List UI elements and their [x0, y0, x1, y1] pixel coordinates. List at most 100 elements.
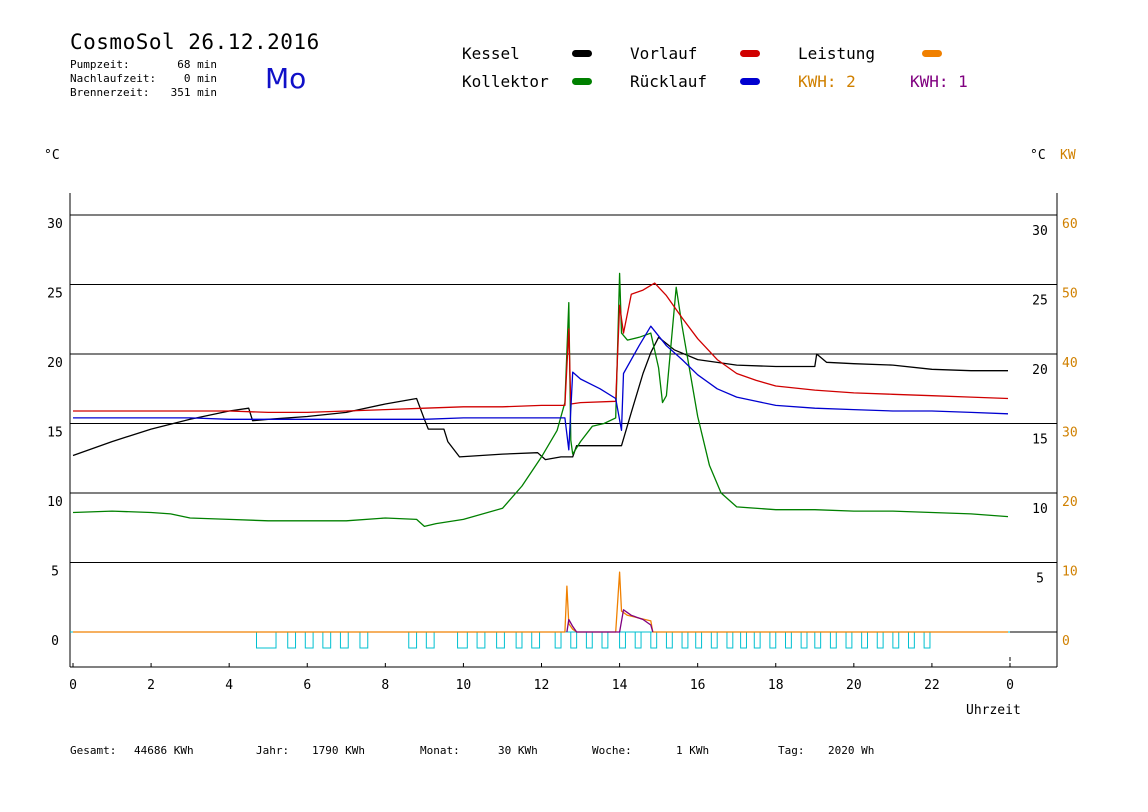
y-right-kw-tick-label: 60: [1062, 217, 1078, 232]
legend-kollektor-label: Kollektor: [462, 72, 549, 91]
pump-interval: [457, 631, 468, 649]
x-tick-label: 16: [690, 678, 706, 693]
x-tick-label: 20: [846, 678, 862, 693]
x-tick-label: 0: [1006, 678, 1014, 693]
series-line-kollektor: [72, 272, 1009, 528]
y-right-kw-tick-label: 30: [1062, 426, 1078, 441]
x-tick-label: 6: [303, 678, 311, 693]
pump-interval: [515, 631, 523, 649]
footer-monat-label: Monat:: [420, 744, 460, 757]
left-axis-unit: °C: [44, 148, 60, 163]
y-right-c-tick-label: 10: [1032, 502, 1048, 517]
pump-interval: [619, 631, 626, 649]
pump-interval: [359, 631, 369, 649]
series-line-kessel: [72, 336, 1008, 461]
footer-tag-label: Tag:: [778, 744, 805, 757]
brennerzeit-value: 351 min: [170, 86, 217, 99]
y-left-tick-label: 10: [47, 495, 63, 510]
pump-interval: [695, 631, 703, 649]
pump-interval: [554, 631, 562, 649]
pump-interval: [408, 631, 418, 649]
pump-interval: [425, 631, 435, 649]
y-right-kw-tick-label: 50: [1062, 287, 1078, 302]
y-right-kw-tick-label: 10: [1062, 565, 1078, 580]
pump-interval: [570, 631, 578, 649]
y-left-tick-label: 25: [47, 287, 63, 302]
pump-interval: [814, 631, 822, 649]
right-axis-unit-kw: KW: [1060, 148, 1076, 163]
footer-woche-value: 1 KWh: [676, 744, 710, 757]
pump-interval: [829, 631, 837, 649]
y-left-tick-label: 30: [47, 217, 63, 232]
pump-interval: [892, 631, 900, 649]
x-tick-label: 18: [768, 678, 784, 693]
x-tick-label: 0: [69, 678, 77, 693]
legend-kwh2-label: KWH: 2: [798, 72, 856, 91]
pump-interval: [681, 631, 689, 649]
footer-jahr-label: Jahr:: [256, 744, 290, 757]
pump-interval: [876, 631, 884, 649]
legend-kessel-label: Kessel: [462, 44, 520, 63]
pump-interval: [496, 631, 505, 649]
x-tick-label: 8: [381, 678, 389, 693]
footer-gesamt-label: Gesamt:: [70, 744, 117, 757]
pump-interval: [322, 631, 332, 649]
pump-interval: [304, 631, 314, 649]
nachlaufzeit-label: Nachlaufzeit:: [70, 72, 157, 85]
y-left-tick-label: 20: [47, 356, 63, 371]
legend-leistung-swatch: [922, 50, 942, 57]
x-tick-label: 22: [924, 678, 940, 693]
x-tick-label: 10: [456, 678, 472, 693]
pump-interval: [665, 631, 673, 649]
series-line-r-cklauf: [73, 325, 1009, 451]
y-right-kw-tick-label: 0: [1062, 634, 1070, 649]
weekday-label: Mo: [265, 62, 307, 95]
series-line-kwh-1: [566, 609, 654, 633]
pump-interval: [634, 631, 642, 649]
footer-gesamt-value: 44686 KWh: [134, 744, 194, 757]
pump-interval: [339, 631, 349, 649]
pump-interval: [287, 631, 297, 649]
legend-ruecklauf-label: Rücklauf: [630, 72, 708, 91]
legend-kollektor-swatch: [572, 78, 592, 85]
nachlaufzeit-value: 0 min: [183, 72, 217, 85]
y-left-tick-label: 5: [51, 565, 59, 580]
pump-interval: [923, 631, 931, 649]
x-tick-label: 12: [534, 678, 550, 693]
pump-interval: [845, 631, 853, 649]
y-right-kw-tick-label: 20: [1062, 495, 1078, 510]
legend-vorlauf-swatch: [740, 50, 760, 57]
pump-interval: [601, 631, 609, 649]
legend-kessel-swatch: [572, 50, 592, 57]
y-right-c-tick-label: 25: [1032, 294, 1048, 309]
pumpzeit-value: 68 min: [177, 58, 217, 71]
x-tick-label: 14: [612, 678, 628, 693]
pump-interval: [769, 631, 777, 649]
series-line-leistung: [73, 571, 1008, 633]
pump-interval: [800, 631, 808, 649]
y-left-tick-label: 15: [47, 426, 63, 441]
legend-vorlauf-label: Vorlauf: [630, 44, 698, 63]
y-right-kw-tick-label: 40: [1062, 356, 1078, 371]
pump-interval: [726, 631, 734, 649]
pump-interval: [710, 631, 718, 649]
pump-interval: [476, 631, 486, 649]
legend-kwh1-label: KWH: 1: [910, 72, 968, 91]
footer-tag-value: 2020 Wh: [828, 744, 875, 757]
pump-interval: [650, 631, 658, 649]
x-tick-label: 2: [147, 678, 155, 693]
pumpzeit-label: Pumpzeit:: [70, 58, 130, 71]
y-left-tick-label: 0: [51, 634, 59, 649]
footer-jahr-value: 1790 KWh: [312, 744, 365, 757]
legend-ruecklauf-swatch: [740, 78, 760, 85]
legend-leistung-label: Leistung: [798, 44, 876, 63]
pump-interval: [585, 631, 593, 649]
pump-interval: [255, 631, 277, 649]
pump-interval: [907, 631, 915, 649]
page-title: CosmoSol 26.12.2016: [70, 30, 320, 54]
y-right-c-tick-label: 30: [1032, 224, 1048, 239]
x-axis-label: Uhrzeit: [966, 703, 1021, 718]
footer-monat-value: 30 KWh: [498, 744, 538, 757]
pump-interval: [740, 631, 747, 649]
